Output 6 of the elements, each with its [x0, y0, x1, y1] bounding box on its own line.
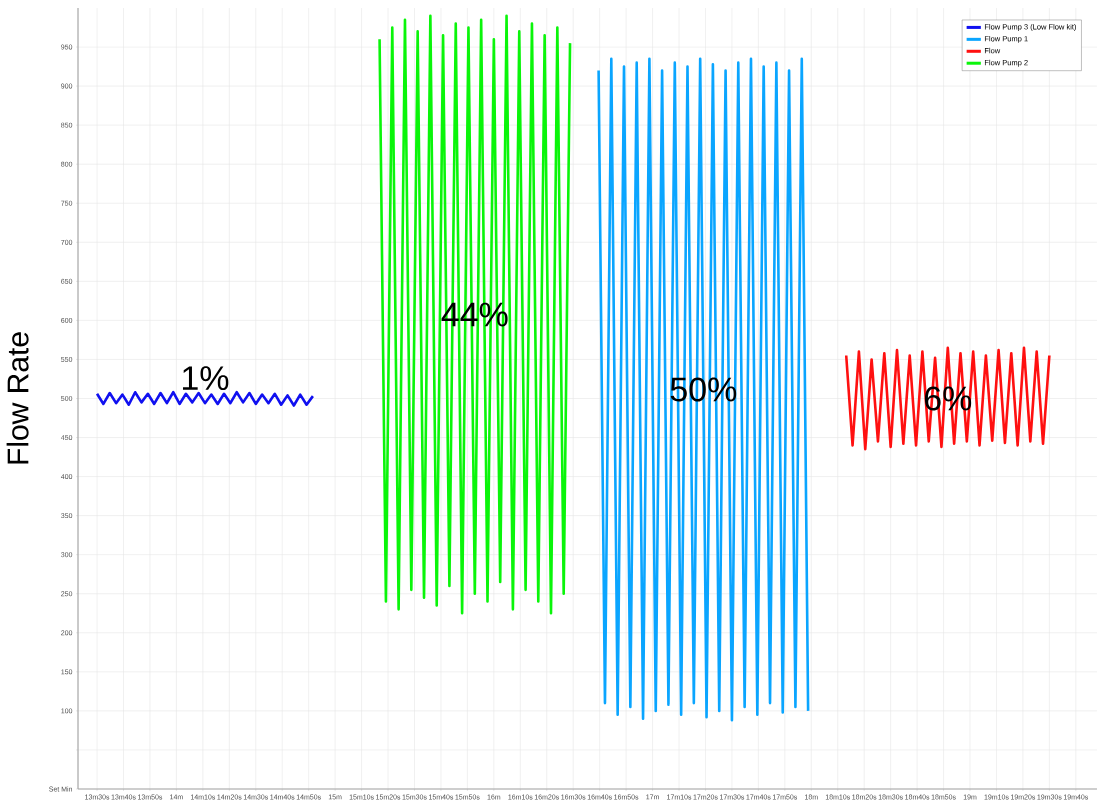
line-series	[378, 14, 572, 615]
line-series	[597, 57, 810, 722]
annotation: 1%	[183, 366, 229, 391]
line-series	[95, 390, 315, 407]
line-series	[844, 346, 1051, 451]
y-axis-title: Flow Rate	[6, 332, 29, 464]
